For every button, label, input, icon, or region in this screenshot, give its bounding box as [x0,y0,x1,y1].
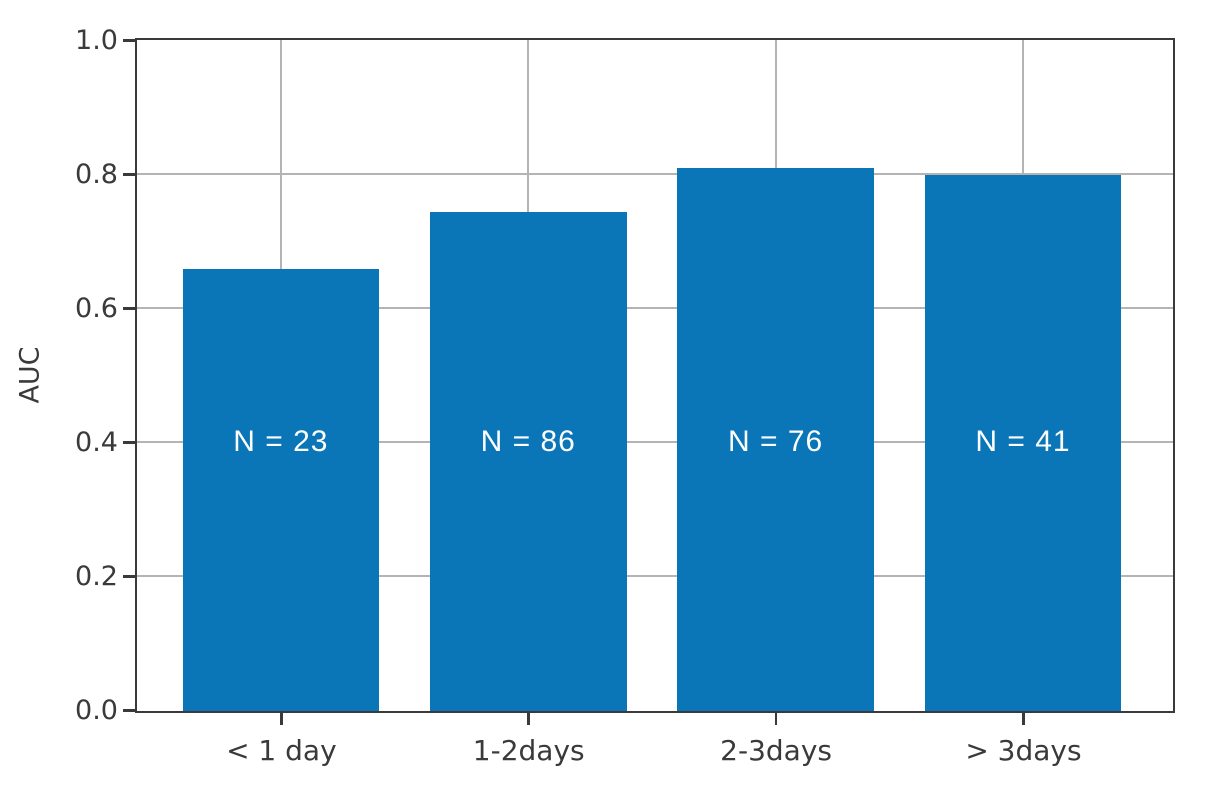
bar-count-label: N = 23 [233,425,329,458]
y-tick-label: 0.0 [75,694,118,726]
bar-count-label: N = 86 [480,425,576,458]
y-tick-mark [123,173,135,176]
y-tick-label: 0.2 [75,560,118,592]
x-tick-label: < 1 day [226,734,337,767]
y-tick-mark [123,709,135,712]
y-tick-label: 1.0 [75,24,118,56]
x-tick-label: > 3days [965,734,1082,767]
x-tick-mark [1022,713,1025,725]
y-axis-title: AUC [14,346,46,404]
bar-count-label: N = 41 [975,425,1071,458]
bar [924,175,1122,711]
bar [677,168,874,711]
y-tick-label: 0.6 [75,292,118,324]
y-tick-mark [123,441,135,444]
h-gridline [137,173,1173,175]
bar-count-label: N = 76 [727,425,824,458]
bar [429,211,627,711]
y-tick-label: 0.8 [75,158,118,190]
h-gridline [137,307,1173,309]
plot-area: N = 23 N = 86 N = 76 N = 41 [135,38,1175,713]
x-tick-mark [527,713,530,725]
bar [182,268,380,711]
y-tick-mark [123,307,135,310]
h-gridline [137,575,1173,577]
x-tick-mark [280,713,283,725]
x-tick-label: 1-2days [472,734,585,767]
x-tick-label: 2-3days [720,734,833,767]
y-tick-mark [123,575,135,578]
h-gridline [137,441,1173,443]
x-tick-mark [774,713,778,725]
y-tick-label: 0.4 [75,426,118,458]
y-tick-mark [123,39,135,42]
